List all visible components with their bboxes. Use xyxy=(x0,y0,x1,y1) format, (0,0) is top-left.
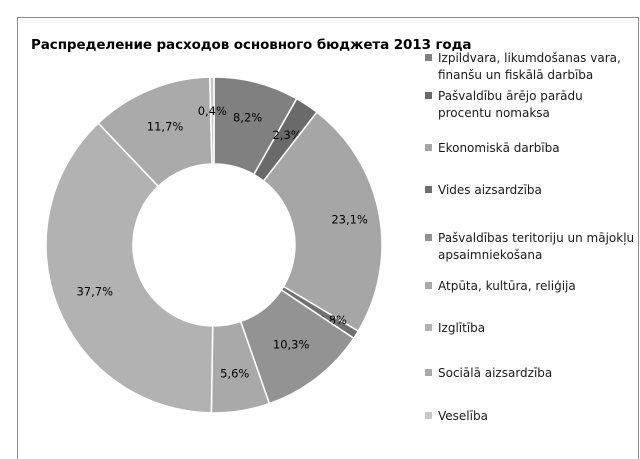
slice-data-label: 23,1% xyxy=(331,212,368,226)
legend-label: Veselība xyxy=(438,409,488,423)
slice-data-label: 0,4% xyxy=(198,104,227,118)
legend-label: Pašvaldības teritoriju un mājokļu apsaim… xyxy=(438,231,635,262)
chart-title: Распределение расходов основного бюджета… xyxy=(31,37,472,53)
donut-slice xyxy=(262,111,383,333)
slice-data-label: 11,7% xyxy=(147,120,184,134)
legend-label: Vides aizsardzība xyxy=(438,183,542,197)
legend-swatch xyxy=(425,54,432,61)
chart-frame xyxy=(17,17,639,459)
legend-label: Izpildvara, likumdošanas vara, finanšu u… xyxy=(438,51,621,82)
legend-label: Pašvaldību ārējo parādu procentu nomaksa xyxy=(438,89,583,120)
legend-label: Izglītība xyxy=(438,321,486,335)
legend-swatch xyxy=(425,92,432,99)
slice-data-label: 2,3% xyxy=(272,128,301,142)
legend-label: Atpūta, kultūra, reliģija xyxy=(438,279,576,293)
legend-swatch xyxy=(425,324,432,331)
legend-swatch xyxy=(425,234,432,241)
legend-swatch xyxy=(425,282,432,289)
legend-swatch xyxy=(425,144,432,151)
legend-label: Sociālā aizsardzība xyxy=(438,366,553,380)
slice-data-label: 10,3% xyxy=(273,338,310,352)
legend-label: Ekonomiskā darbība xyxy=(438,141,560,155)
slice-data-label: 5,6% xyxy=(220,366,249,380)
legend-swatch xyxy=(425,412,432,419)
slice-data-label: 37,7% xyxy=(76,285,113,299)
legend-swatch xyxy=(425,186,432,193)
donut-slice xyxy=(45,122,214,414)
donut-slice xyxy=(209,76,215,165)
slice-data-label: 8,2% xyxy=(233,110,262,124)
legend-swatch xyxy=(425,369,432,376)
